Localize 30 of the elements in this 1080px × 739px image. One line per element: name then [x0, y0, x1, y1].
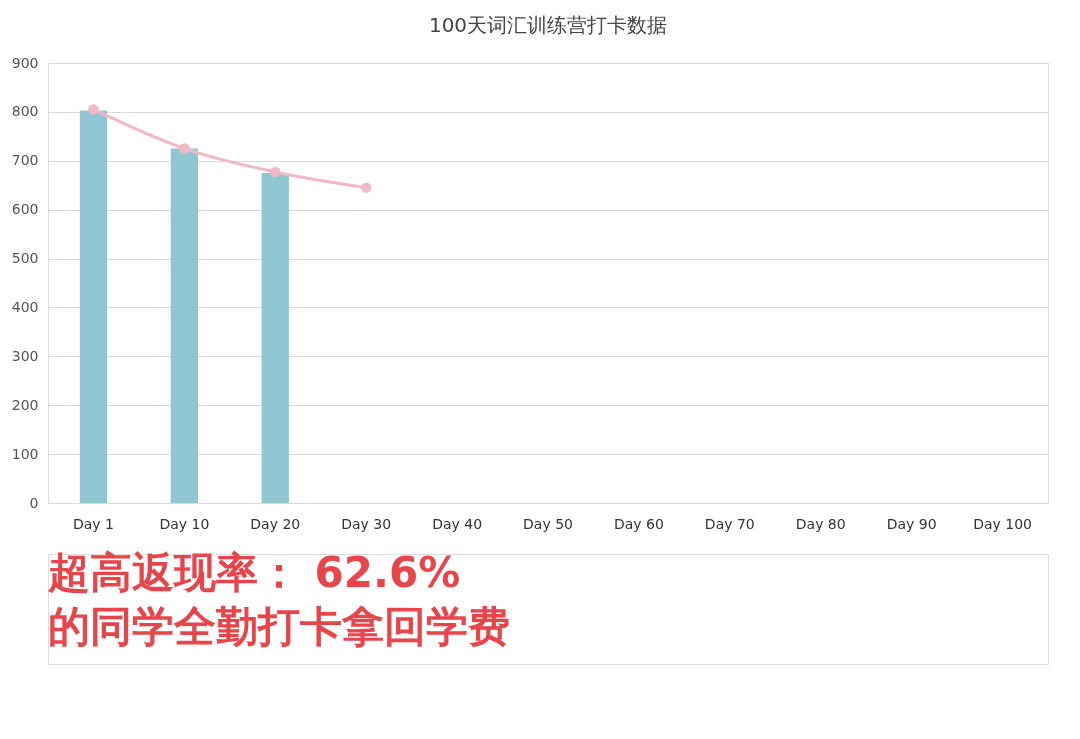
point [88, 104, 99, 115]
point [360, 182, 372, 193]
x-tick-label: Day 1 [72, 515, 114, 532]
bar [170, 148, 198, 503]
y-tick-label: 400 [11, 298, 39, 315]
chart-title: 100天词汇训练营打卡数据 [428, 13, 668, 37]
x-tick-label: Day 90 [886, 515, 937, 532]
point [179, 143, 190, 154]
y-tick-label: 200 [11, 396, 39, 413]
x-tick-label: Day 100 [973, 515, 1032, 532]
x-tick-label: Day 60 [613, 515, 664, 532]
y-tick-label: 300 [11, 347, 39, 364]
y-tick-label: 900 [11, 54, 39, 71]
x-tick-label: Day 10 [159, 515, 210, 532]
x-tick-label: Day 20 [250, 515, 301, 532]
point [270, 166, 281, 178]
y-tick-label: 0 [29, 494, 39, 511]
bar [79, 110, 108, 503]
y-tick-label: 800 [11, 103, 39, 120]
text: 超高返现率： 62.6% 的同学全勤打卡拿回学费 [47, 548, 510, 651]
x-tick-label: Day 40 [432, 515, 483, 532]
y-tick-label: 500 [11, 250, 39, 267]
x-tick-label: Day 70 [704, 515, 755, 532]
x-tick-label: Day 30 [341, 515, 392, 532]
bar [261, 173, 289, 503]
y-tick-label: 600 [11, 201, 39, 218]
y-tick-label: 700 [11, 152, 39, 169]
y-tick-label: 100 [11, 445, 39, 462]
x-tick-label: Day 50 [523, 515, 573, 532]
x-tick-label: Day 80 [795, 515, 846, 532]
